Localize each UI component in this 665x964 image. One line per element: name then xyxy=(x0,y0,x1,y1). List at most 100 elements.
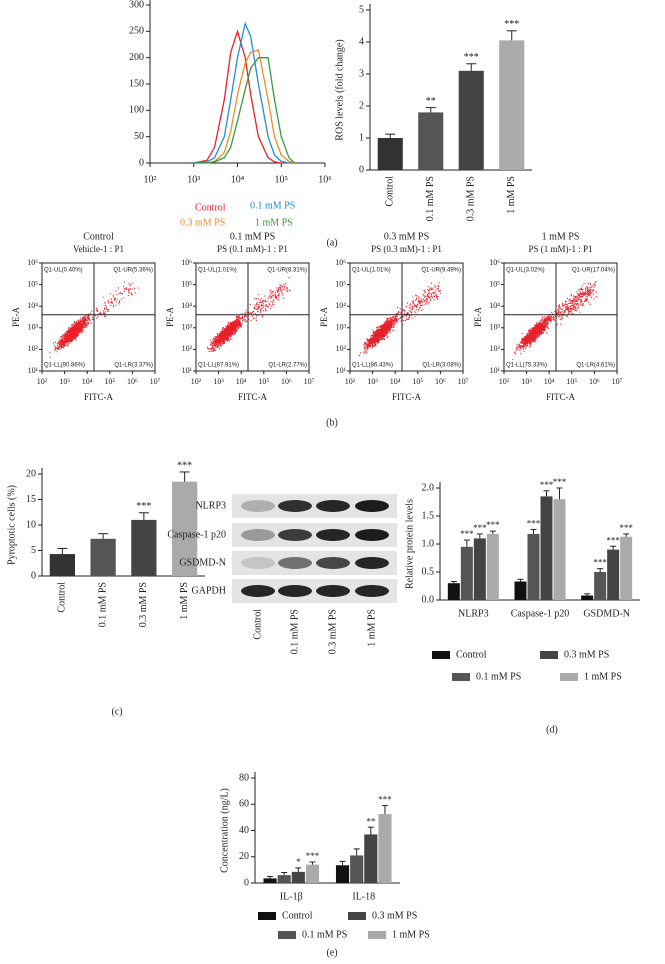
quadrant-label: Q1-LR(2.77%) xyxy=(268,363,307,369)
x-tick-label: GSDMD-N xyxy=(583,608,630,619)
x-tick-label: 10⁶ xyxy=(435,377,446,386)
y-tick-label: 40 xyxy=(239,825,249,836)
y-tick-label: 0 xyxy=(359,164,364,175)
x-tick-label: 10⁶ xyxy=(127,377,138,386)
y-tick-label: 10⁶ xyxy=(335,258,346,267)
plot-frame xyxy=(41,262,156,372)
significance-label: *** xyxy=(136,501,151,512)
significance-label: ** xyxy=(366,816,376,826)
x-tick-label: 10⁶ xyxy=(281,377,292,386)
plot-title: 1 mM PS xyxy=(542,231,580,242)
legend-swatch xyxy=(348,912,366,920)
blot-row-label: GSDMD-N xyxy=(179,557,226,568)
bar xyxy=(553,499,566,600)
legend-label: Control xyxy=(282,910,313,921)
significance-label: *** xyxy=(619,523,633,533)
x-tick-label: 10⁵ xyxy=(258,377,269,386)
histogram-line xyxy=(193,29,295,164)
quadrant-label: Q1-UL(3.02%) xyxy=(506,268,545,274)
bar xyxy=(581,595,594,600)
significance-label: * xyxy=(296,857,301,867)
x-tick-label: 1 mM PS xyxy=(179,582,190,620)
bar xyxy=(607,549,620,600)
blot-lane-label: Control xyxy=(252,609,263,640)
y-tick-label: 0 xyxy=(244,877,249,888)
event-cloud xyxy=(359,282,441,357)
x-tick-label: 10⁵ xyxy=(412,377,423,386)
y-tick-label: 1.0 xyxy=(422,538,435,549)
x-tick-label: 10³ xyxy=(521,377,532,386)
bar xyxy=(620,536,633,600)
bar xyxy=(263,878,277,883)
quadrant-label: Q1-LR(3.37%) xyxy=(114,363,153,369)
y-tick-label: 10¹ xyxy=(490,366,501,375)
quadrant-label: Q1-LL(87.91%) xyxy=(198,363,239,369)
bar xyxy=(364,834,378,883)
bar xyxy=(473,538,486,600)
x-axis-label: FITC-A xyxy=(546,392,576,402)
y-tick-label: 1.5 xyxy=(422,510,435,521)
event-cloud xyxy=(512,281,597,361)
x-tick-label: 10³ xyxy=(367,377,378,386)
quadrant-label: Q1-UL(0.40%) xyxy=(44,268,83,274)
y-tick-label: 10⁶ xyxy=(489,258,500,267)
bar xyxy=(540,496,553,600)
y-tick-label: 0 xyxy=(31,570,36,581)
bar xyxy=(350,855,364,883)
bar xyxy=(460,546,473,600)
y-tick-label: 5 xyxy=(31,545,36,556)
x-tick-label: 10⁷ xyxy=(304,377,315,386)
x-tick-label: Control xyxy=(385,176,396,207)
blot-band xyxy=(355,500,389,512)
bar xyxy=(305,864,320,883)
panel-label: (a) xyxy=(326,237,337,248)
blot-band xyxy=(278,585,312,597)
blot-lane-label: 1 mM PS xyxy=(366,609,377,647)
x-tick-label: 10² xyxy=(37,377,48,386)
quadrant-label: Q1-UR(5.36%) xyxy=(113,268,153,274)
blot-row-label: Caspase-1 p20 xyxy=(167,529,226,540)
y-tick-label: 10⁴ xyxy=(181,301,192,310)
significance-label: *** xyxy=(606,535,620,545)
panel-label: (b) xyxy=(326,417,338,428)
x-tick-label: 10⁷ xyxy=(612,377,623,386)
y-tick-label: 10⁵ xyxy=(27,279,38,288)
y-tick-label: 5 xyxy=(359,4,364,15)
legend-label: 1 mM PS xyxy=(255,217,293,228)
blot-band xyxy=(316,585,350,597)
significance-label: *** xyxy=(177,460,192,471)
y-tick-label: 10² xyxy=(28,344,39,353)
bar xyxy=(90,538,116,576)
bar xyxy=(418,112,444,170)
blot-row-label: NLRP3 xyxy=(195,500,226,511)
x-tick-label: 0.3 mM PS xyxy=(466,176,477,221)
x-tick-label: 10⁴ xyxy=(544,377,555,386)
y-tick-label: 10⁵ xyxy=(335,279,346,288)
x-tick-label: 10⁵ xyxy=(275,174,289,185)
plot-frame xyxy=(349,262,464,372)
plot-subtitle: Vehicle-1 : P1 xyxy=(73,244,124,254)
x-tick-label: 10² xyxy=(144,174,157,185)
y-tick-label: 0.0 xyxy=(422,594,435,605)
y-tick-label: 60 xyxy=(239,799,249,810)
quadrant-label: Q1-UL(1.01%) xyxy=(352,268,391,274)
y-tick-label: 10² xyxy=(336,344,347,353)
significance-label: *** xyxy=(473,523,487,533)
bar xyxy=(377,138,403,170)
bar xyxy=(458,70,484,170)
bar xyxy=(447,583,460,600)
x-tick-label: 10⁴ xyxy=(236,377,247,386)
y-tick-label: 1 xyxy=(359,132,364,143)
quadrant-label: Q1-LL(86.43%) xyxy=(352,363,393,369)
histogram-line xyxy=(193,57,295,164)
y-axis-label: PE-A xyxy=(319,307,329,328)
plot-frame xyxy=(503,262,618,372)
quadrant-label: Q1-UR(9.49%) xyxy=(421,268,461,274)
x-tick-label: 10⁵ xyxy=(566,377,577,386)
significance-label: *** xyxy=(553,477,567,487)
legend-label: Control xyxy=(195,202,226,213)
y-tick-label: 10³ xyxy=(490,323,501,332)
x-tick-label: 1 mM PS xyxy=(506,176,517,214)
y-tick-label: 10³ xyxy=(28,323,39,332)
y-tick-label: 80 xyxy=(239,772,249,783)
